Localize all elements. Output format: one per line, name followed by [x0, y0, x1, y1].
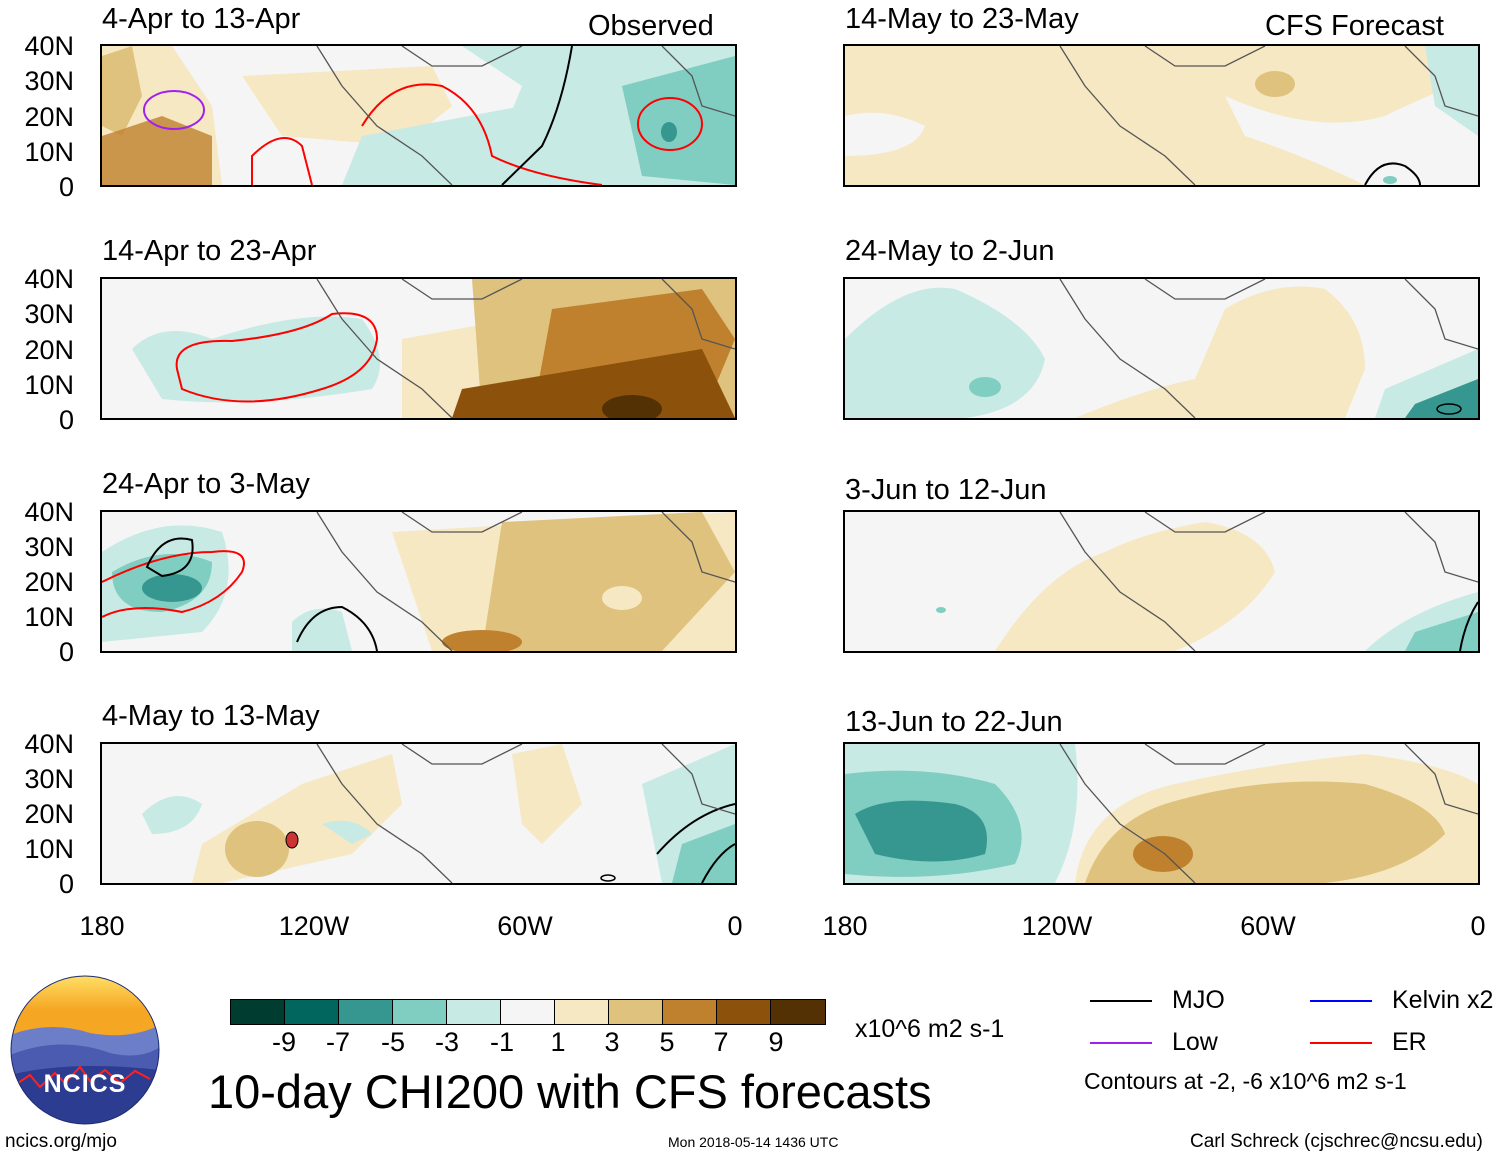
- colorbar-label: 9: [768, 1027, 784, 1057]
- map-panel-3: [100, 510, 737, 653]
- y-tick: 10N: [24, 602, 74, 632]
- x-tick: 60W: [1240, 911, 1296, 941]
- panel-title-3: 24-Apr to 3-May: [102, 468, 310, 500]
- y-tick: 30N: [24, 764, 74, 794]
- y-tick: 0: [58, 869, 74, 899]
- panel-title-2: 14-Apr to 23-Apr: [102, 235, 317, 267]
- forecast-label: CFS Forecast: [1265, 10, 1444, 42]
- footer-author: Carl Schreck (cjschrec@ncsu.edu): [1190, 1131, 1483, 1152]
- colorbar-label: 5: [659, 1027, 675, 1057]
- colorbar-label: -1: [489, 1027, 515, 1057]
- x-tick: 0: [1470, 911, 1486, 941]
- y-tick: 0: [58, 405, 74, 435]
- footer-timestamp: Mon 2018-05-14 1436 UTC: [668, 1134, 839, 1150]
- colorbar-swatch: [393, 1000, 447, 1024]
- colorbar-label: -7: [325, 1027, 351, 1057]
- y-tick: 20N: [24, 335, 74, 365]
- ncics-logo-icon: [10, 975, 160, 1125]
- y-tick: 10N: [24, 834, 74, 864]
- y-tick: 30N: [24, 66, 74, 96]
- map-panel-6: [843, 277, 1480, 420]
- y-tick: 10N: [24, 370, 74, 400]
- x-tick: 180: [822, 911, 868, 941]
- colorbar-swatch: [717, 1000, 771, 1024]
- legend-kelvin: Kelvin x2: [1392, 986, 1494, 1014]
- y-tick: 40N: [24, 31, 74, 61]
- y-tick: 40N: [24, 264, 74, 294]
- y-tick: 20N: [24, 799, 74, 829]
- colorbar-swatch: [285, 1000, 339, 1024]
- colorbar-swatch: [771, 1000, 825, 1024]
- colorbar-swatch: [339, 1000, 393, 1024]
- colorbar-label: -9: [271, 1027, 297, 1057]
- colorbar-units: x10^6 m2 s-1: [855, 1015, 1005, 1043]
- colorbar: [230, 999, 826, 1025]
- legend-mjo: MJO: [1172, 986, 1225, 1014]
- legend-low: Low: [1172, 1028, 1218, 1056]
- y-tick: 20N: [24, 102, 74, 132]
- colorbar-label: 3: [604, 1027, 620, 1057]
- y-tick: 10N: [24, 137, 74, 167]
- colorbar-swatch: [447, 1000, 501, 1024]
- y-tick: 20N: [24, 567, 74, 597]
- legend-contours-note: Contours at -2, -6 x10^6 m2 s-1: [1084, 1068, 1407, 1094]
- colorbar-label: -3: [434, 1027, 460, 1057]
- y-tick: 40N: [24, 729, 74, 759]
- panel-title-4: 4-May to 13-May: [102, 700, 320, 732]
- colorbar-swatch: [555, 1000, 609, 1024]
- x-tick: 180: [79, 911, 125, 941]
- observed-label: Observed: [588, 10, 714, 42]
- main-title: 10-day CHI200 with CFS forecasts: [208, 1065, 932, 1118]
- y-tick: 0: [58, 172, 74, 202]
- map-panel-8: [843, 742, 1480, 885]
- map-panel-7: [843, 510, 1480, 653]
- x-tick: 60W: [497, 911, 553, 941]
- y-tick: 30N: [24, 299, 74, 329]
- x-tick: 120W: [278, 911, 350, 941]
- x-tick: 120W: [1021, 911, 1093, 941]
- legend-er: ER: [1392, 1028, 1427, 1056]
- ncics-logo: NCICS: [10, 975, 160, 1125]
- panel-title-1: 4-Apr to 13-Apr: [102, 3, 301, 35]
- map-panel-5: [843, 44, 1480, 187]
- panel-title-7: 3-Jun to 12-Jun: [845, 474, 1047, 506]
- legend-swatch-low: [1090, 1042, 1152, 1044]
- colorbar-swatch: [231, 1000, 285, 1024]
- legend-swatch-er: [1310, 1042, 1372, 1044]
- map-panel-1: [100, 44, 737, 187]
- x-tick: 0: [727, 911, 743, 941]
- legend-swatch-mjo: [1090, 1000, 1152, 1002]
- map-panel-2: [100, 277, 737, 420]
- y-tick: 40N: [24, 497, 74, 527]
- map-panel-4: [100, 742, 737, 885]
- legend-swatch-kelvin: [1310, 1000, 1372, 1002]
- panel-title-5: 14-May to 23-May: [845, 3, 1079, 35]
- colorbar-swatch: [501, 1000, 555, 1024]
- colorbar-swatch: [663, 1000, 717, 1024]
- colorbar-swatch: [609, 1000, 663, 1024]
- logo-text: NCICS: [43, 1070, 127, 1098]
- panel-title-6: 24-May to 2-Jun: [845, 235, 1055, 267]
- colorbar-label: 1: [550, 1027, 566, 1057]
- colorbar-label: 7: [713, 1027, 729, 1057]
- footer-url[interactable]: ncics.org/mjo: [5, 1131, 117, 1152]
- colorbar-label: -5: [380, 1027, 406, 1057]
- y-tick: 0: [58, 637, 74, 667]
- y-tick: 30N: [24, 532, 74, 562]
- panel-title-8: 13-Jun to 22-Jun: [845, 706, 1063, 738]
